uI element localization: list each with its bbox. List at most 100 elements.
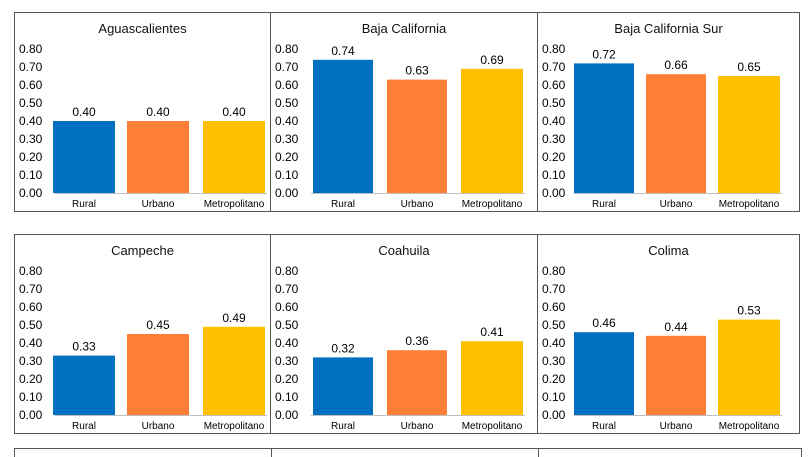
chart-title: Baja California Sur <box>614 21 723 36</box>
y-tick-label: 0.80 <box>542 42 566 56</box>
y-tick-label: 0.30 <box>19 132 43 146</box>
data-label: 0.41 <box>480 325 504 339</box>
bar-rural <box>313 357 373 415</box>
data-label: 0.72 <box>592 47 616 61</box>
x-tick-label: Metropolitano <box>719 421 780 432</box>
y-tick-label: 0.10 <box>275 168 299 182</box>
x-tick-label: Rural <box>331 421 355 432</box>
bar-rural <box>574 332 634 415</box>
y-tick-label: 0.60 <box>19 300 43 314</box>
bar-chart: 0.00 0.10 0.20 0.30 0.40 0.50 0.60 0.70 0.80 0.74… <box>275 42 525 210</box>
next-row-panels-edge <box>14 448 802 457</box>
x-tick-label: Metropolitano <box>719 199 780 210</box>
x-tick-label: Metropolitano <box>204 421 265 432</box>
y-tick-label: 0.30 <box>542 132 566 146</box>
y-tick-label: 0.20 <box>19 372 43 386</box>
bar-metropolitano <box>203 326 265 415</box>
data-label: 0.65 <box>737 60 761 74</box>
y-tick-label: 0.60 <box>275 78 299 92</box>
bar-urbano <box>387 79 447 193</box>
x-tick-label: Metropolitano <box>204 199 265 210</box>
data-label: 0.44 <box>664 320 688 334</box>
x-tick-label: Urbano <box>142 199 175 210</box>
data-label: 0.74 <box>331 44 355 58</box>
y-tick-label: 0.20 <box>19 150 43 164</box>
bar-urbano <box>387 350 447 415</box>
y-tick-label: 0.40 <box>542 336 566 350</box>
bar-chart: 0.00 0.10 0.20 0.30 0.40 0.50 0.60 0.70 0.80 0.32… <box>275 264 525 432</box>
y-tick-label: 0.60 <box>542 78 566 92</box>
y-tick-label: 0.20 <box>542 372 566 386</box>
bar-rural <box>574 63 634 194</box>
y-tick-label: 0.40 <box>275 336 299 350</box>
bar-urbano <box>646 74 706 193</box>
y-tick-label: 0.40 <box>19 336 43 350</box>
bar-metropolitano <box>718 76 780 193</box>
data-label: 0.49 <box>222 311 246 325</box>
bar-metropolitano <box>718 319 780 415</box>
y-tick-label: 0.80 <box>275 42 299 56</box>
y-tick-label: 0.00 <box>275 186 299 200</box>
panel-divider <box>271 449 272 457</box>
y-tick-label: 0.50 <box>275 318 299 332</box>
x-tick-label: Rural <box>331 199 355 210</box>
x-tick-label: Urbano <box>660 199 693 210</box>
y-tick-label: 0.10 <box>542 168 566 182</box>
bar-metropolitano <box>461 341 523 415</box>
y-tick-label: 0.80 <box>19 42 43 56</box>
chart-title: Coahuila <box>378 243 430 258</box>
y-tick-label: 0.00 <box>19 186 43 200</box>
x-tick-label: Rural <box>592 199 616 210</box>
chart-panel-campeche: Campeche 0.00 0.10 0.20 0.30 0.40 0.50 0.60 0.7… <box>14 234 271 434</box>
x-tick-label: Urbano <box>401 199 434 210</box>
y-tick-label: 0.70 <box>19 282 43 296</box>
data-label: 0.69 <box>480 53 504 67</box>
y-tick-label: 0.30 <box>542 354 566 368</box>
x-tick-label: Metropolitano <box>462 421 523 432</box>
data-label: 0.45 <box>146 318 170 332</box>
bar-urbano <box>646 335 706 415</box>
chart-panel-aguascalientes: Aguascalientes 0.00 0.10 0.20 0.30 0.40 0.50 0… <box>14 12 271 212</box>
y-tick-label: 0.50 <box>19 318 43 332</box>
bar-rural <box>313 59 373 193</box>
y-tick-label: 0.60 <box>19 78 43 92</box>
bar-chart: 0.00 0.10 0.20 0.30 0.40 0.50 0.60 0.70 0.80 0.33… <box>19 264 267 432</box>
x-tick-label: Metropolitano <box>462 199 523 210</box>
chart-panel-baja-california: Baja California 0.00 0.10 0.20 0.30 0.40 0.50… <box>270 12 538 212</box>
x-tick-label: Rural <box>72 421 96 432</box>
y-tick-label: 0.60 <box>542 300 566 314</box>
bar-chart: 0.00 0.10 0.20 0.30 0.40 0.50 0.60 0.70 0.80 0.40… <box>19 42 267 210</box>
y-tick-label: 0.20 <box>275 150 299 164</box>
y-tick-label: 0.50 <box>275 96 299 110</box>
bar-chart: 0.00 0.10 0.20 0.30 0.40 0.50 0.60 0.70 0.80 0.72… <box>542 42 782 210</box>
y-tick-label: 0.00 <box>542 408 566 422</box>
bar-metropolitano <box>461 68 523 193</box>
y-tick-label: 0.80 <box>542 264 566 278</box>
bar-chart: 0.00 0.10 0.20 0.30 0.40 0.50 0.60 0.70 0.80 0.46… <box>542 264 782 432</box>
bar-rural <box>53 121 115 193</box>
y-tick-label: 0.80 <box>275 264 299 278</box>
chart-title: Aguascalientes <box>98 21 187 36</box>
y-tick-label: 0.40 <box>19 114 43 128</box>
x-tick-label: Rural <box>592 421 616 432</box>
y-tick-label: 0.10 <box>19 168 43 182</box>
chart-title: Colima <box>648 243 689 258</box>
data-label: 0.40 <box>72 105 96 119</box>
y-tick-label: 0.30 <box>19 354 43 368</box>
x-tick-label: Rural <box>72 199 96 210</box>
y-tick-label: 0.80 <box>19 264 43 278</box>
y-tick-label: 0.50 <box>542 318 566 332</box>
x-tick-label: Urbano <box>660 421 693 432</box>
y-tick-label: 0.10 <box>275 390 299 404</box>
y-tick-label: 0.60 <box>275 300 299 314</box>
chart-panel-baja-california-sur: Baja California Sur 0.00 0.10 0.20 0.30 0.40… <box>537 12 800 212</box>
chart-title: Campeche <box>111 243 174 258</box>
data-label: 0.36 <box>405 334 429 348</box>
y-tick-label: 0.70 <box>19 60 43 74</box>
bar-urbano <box>127 334 189 415</box>
data-label: 0.63 <box>405 64 429 78</box>
y-tick-label: 0.70 <box>275 282 299 296</box>
data-label: 0.40 <box>146 105 170 119</box>
y-tick-label: 0.00 <box>275 408 299 422</box>
y-tick-label: 0.70 <box>275 60 299 74</box>
